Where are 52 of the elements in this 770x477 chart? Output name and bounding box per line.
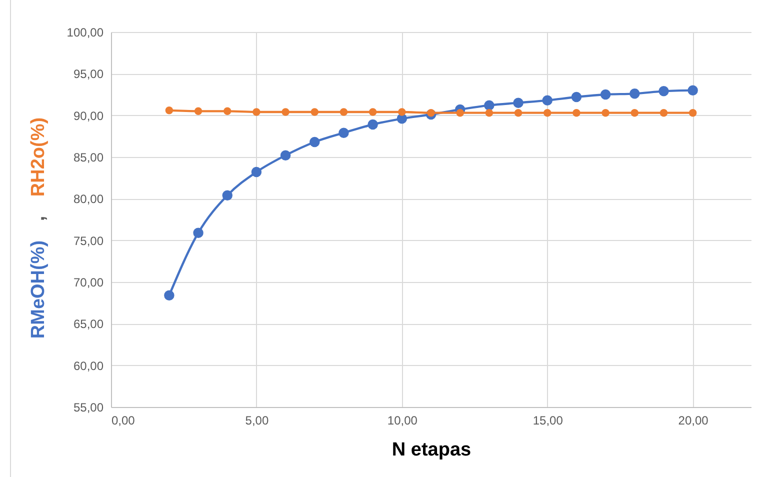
y-tick-label: 85,00 [73,150,104,164]
point [630,108,639,117]
point [164,290,174,300]
y-tick-label: 90,00 [73,108,104,123]
y-axis-title: RMeOH(%) , RH2o(%) [28,117,49,339]
y-tick-label: 55,00 [73,400,104,414]
point [514,108,522,117]
point [282,108,290,116]
y-tick-label: 100,00 [66,26,104,40]
y-tick-label: 95,00 [73,67,104,82]
point [571,92,582,102]
point [688,85,698,96]
point [542,95,552,106]
x-tick-label: 5,00 [245,414,269,428]
x-tick-label: 10,00 [387,414,418,428]
point [252,108,260,116]
point [484,100,494,110]
point [368,119,378,130]
x-tick-label: 0,00 [112,414,136,428]
point [223,107,232,116]
point [543,108,552,117]
x-tick-label: 15,00 [532,414,564,428]
point [222,190,232,200]
point [310,108,319,116]
y-tick-label: 75,00 [73,234,104,248]
point [193,228,204,238]
point [368,108,377,116]
point [251,166,262,178]
point [194,107,202,116]
point [602,108,610,117]
point [630,88,640,99]
y-tick-label: 65,00 [73,317,104,332]
point [456,108,464,117]
point [340,108,348,116]
y-tick-label: 80,00 [73,192,104,206]
y-tick-label: 60,00 [73,358,104,373]
point [658,86,669,96]
point [513,98,524,108]
point [310,136,320,148]
point [600,89,611,100]
point [427,108,435,117]
x-axis-title: N etapas [392,440,472,460]
point [338,128,349,138]
point [485,108,494,117]
point [165,106,174,114]
y-tick-label: 70,00 [73,276,104,290]
point [398,108,406,116]
point [660,108,668,117]
point [572,108,580,117]
x-tick-label: 20,00 [678,414,709,428]
point [688,108,697,117]
point [280,150,291,160]
